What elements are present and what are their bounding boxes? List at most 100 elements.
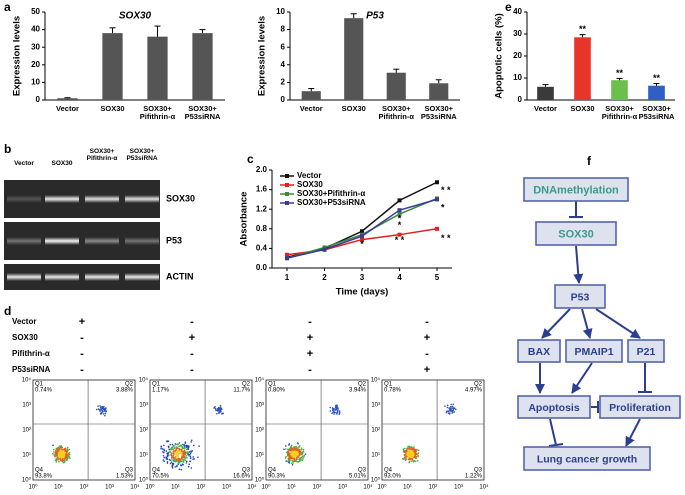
condition-label: Vector — [12, 317, 36, 326]
event-dot — [297, 460, 299, 463]
event-dot — [288, 458, 291, 460]
bar — [301, 91, 321, 100]
quadrant-name: Q2 — [474, 382, 483, 388]
event-dot — [185, 462, 188, 464]
flow-x-tick-label: 10² — [197, 485, 206, 491]
flow-x-tick-label: 10¹ — [171, 485, 180, 491]
quadrant-value: 11.7% — [233, 388, 250, 394]
event-dot — [407, 447, 409, 450]
event-dot — [173, 447, 176, 449]
x-tick-label: 5 — [435, 273, 440, 282]
blot-row-label: ACTIN — [166, 271, 194, 281]
flow-y-tick-label: 10⁴ — [139, 377, 149, 384]
event-dot — [181, 463, 184, 465]
quadrant-name: Q4 — [35, 468, 44, 474]
diagram-node-label: SOX30 — [558, 228, 593, 240]
event-dot — [221, 413, 223, 415]
diagram-node — [517, 339, 561, 363]
event-dot — [216, 412, 218, 415]
condition-sign: - — [80, 348, 84, 360]
event-dot — [415, 453, 418, 455]
flow-y-tick-label: 10³ — [22, 403, 31, 409]
quadrant-value: 5.01% — [349, 474, 367, 480]
event-dot — [297, 442, 299, 444]
event-dot — [103, 410, 106, 412]
quadrant-name: Q4 — [384, 468, 393, 474]
chart-title: P53 — [366, 11, 384, 22]
blot-row-label: SOX30 — [166, 193, 195, 203]
blot-column-label: Vector — [14, 160, 34, 167]
event-dot — [104, 408, 107, 411]
point-marker — [360, 234, 364, 239]
event-dot — [414, 460, 417, 463]
legend-marker — [285, 192, 289, 196]
event-dot — [336, 409, 339, 412]
bar — [537, 86, 554, 100]
event-dot — [413, 450, 416, 452]
event-dot — [415, 450, 417, 453]
event-dot — [214, 407, 217, 410]
event-dot — [285, 448, 287, 450]
error-bar — [64, 97, 71, 99]
event-dot — [190, 439, 193, 442]
event-dot — [161, 448, 164, 450]
condition-sign: - — [308, 316, 312, 328]
flow-x-tick-label: 10³ — [222, 485, 231, 491]
event-dot — [447, 412, 450, 415]
event-dot — [219, 405, 222, 407]
event-dot — [170, 454, 173, 456]
condition-sign: - — [80, 364, 84, 376]
panel-letter: b — [4, 142, 11, 156]
diagram-edges — [535, 201, 652, 447]
event-dot — [450, 403, 453, 406]
event-dot — [299, 450, 302, 453]
flow-y-tick-label: 10² — [22, 428, 31, 434]
event-dot — [329, 406, 331, 409]
event-dot — [179, 452, 182, 454]
flow-y-tick-label: 10² — [255, 428, 264, 434]
event-dot — [297, 447, 300, 449]
event-dot — [217, 408, 219, 411]
quadrant-value: 1.17% — [152, 388, 170, 394]
quadrant-name: Q3 — [474, 468, 483, 474]
event-dot — [289, 455, 292, 458]
event-dot — [186, 457, 188, 459]
event-dot — [288, 452, 291, 454]
quadrant-value: 0.78% — [384, 388, 402, 394]
flow-x-tick-label: 10³ — [454, 485, 463, 491]
bar — [648, 85, 665, 100]
event-dot — [218, 410, 221, 412]
flow-x-tick-label: 10⁰ — [145, 484, 155, 491]
event-dot — [189, 452, 192, 455]
event-dot — [182, 443, 184, 446]
event-dot — [192, 456, 194, 458]
x-tick-label: 2 — [322, 273, 327, 282]
y-tick-label: 30 — [31, 42, 40, 51]
event-dot — [447, 410, 450, 413]
event-dot — [404, 450, 407, 452]
x-tick-label: SOX30+ Pifithrin-α — [139, 104, 176, 121]
x-tick-label: SOX30+ Pifithrin-α — [378, 104, 414, 121]
point-marker — [322, 247, 327, 252]
event-dot — [52, 444, 54, 447]
event-dot — [296, 450, 299, 453]
event-dot — [411, 460, 413, 462]
event-dot — [185, 452, 187, 455]
event-dot — [177, 459, 179, 462]
event-dot — [417, 452, 420, 454]
event-dot — [57, 457, 60, 460]
event-dot — [182, 458, 184, 461]
series-line — [286, 197, 438, 259]
event-dot — [445, 410, 448, 413]
event-dot — [171, 466, 174, 469]
condition-label: P53siRNA — [12, 365, 50, 374]
event-dot — [99, 405, 101, 407]
condition-sign: - — [425, 348, 429, 360]
bar — [344, 18, 364, 100]
event-dot — [58, 451, 61, 454]
diagram-node — [554, 284, 606, 309]
event-dot — [296, 446, 298, 449]
y-tick-label: 20 — [513, 51, 522, 60]
event-dot — [177, 461, 180, 463]
event-dot — [95, 408, 98, 411]
